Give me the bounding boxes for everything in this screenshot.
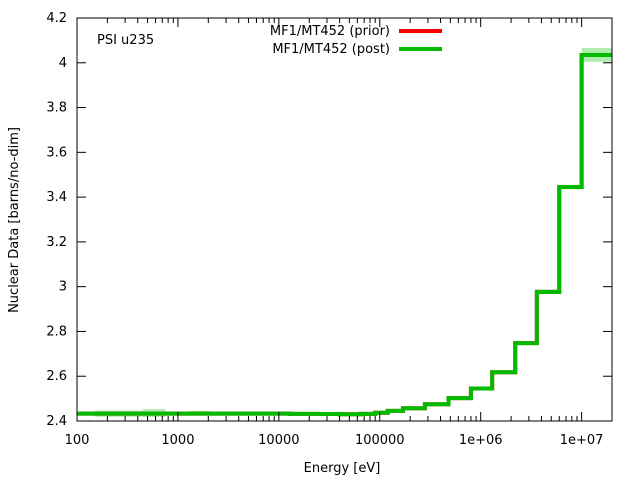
y-tick-label: 3.8 [46, 101, 67, 116]
y-tick-label: 3 [59, 280, 67, 295]
plot-frame [76, 17, 613, 422]
x-tick-label: 100000 [355, 433, 405, 448]
x-tick-label: 1000 [161, 433, 194, 448]
axis-ticks [76, 17, 612, 422]
y-tick-label: 3.4 [46, 190, 67, 205]
x-tick-label: 10000 [258, 433, 299, 448]
legend: MF1/MT452 (prior) MF1/MT452 (post) [270, 24, 442, 57]
series-line-prior [77, 52, 612, 417]
series-line-post [77, 52, 612, 417]
y-tick-label: 2.4 [46, 414, 67, 429]
y-tick-label: 2.8 [46, 324, 67, 339]
legend-label-prior: MF1/MT452 (prior) [270, 24, 390, 39]
y-axis-label: Nuclear Data [barns/no-dim] [7, 127, 22, 313]
y-tick-label: 2.6 [46, 369, 67, 384]
y-tick-label: 4.2 [46, 11, 67, 26]
plot-border [76, 17, 613, 422]
series-layer [77, 52, 612, 417]
y-tick-label: 4 [59, 56, 67, 71]
annotation-label: PSI u235 [97, 33, 154, 48]
x-tick-label: 1e+06 [459, 433, 503, 448]
y-tick-label: 3.6 [46, 145, 67, 160]
axis-tick-labels: 2.4 2.6 2.8 3 3.2 3.4 3.6 3.8 4 4.2 100 1000 10000 10… [46, 11, 603, 448]
legend-label-post: MF1/MT452 (post) [272, 42, 390, 57]
x-axis-label: Energy [eV] [304, 461, 381, 476]
x-tick-label: 1e+07 [560, 433, 604, 448]
x-tick-label: 100 [65, 433, 90, 448]
y-tick-label: 3.2 [46, 235, 67, 250]
uncertainty-band [77, 48, 612, 417]
